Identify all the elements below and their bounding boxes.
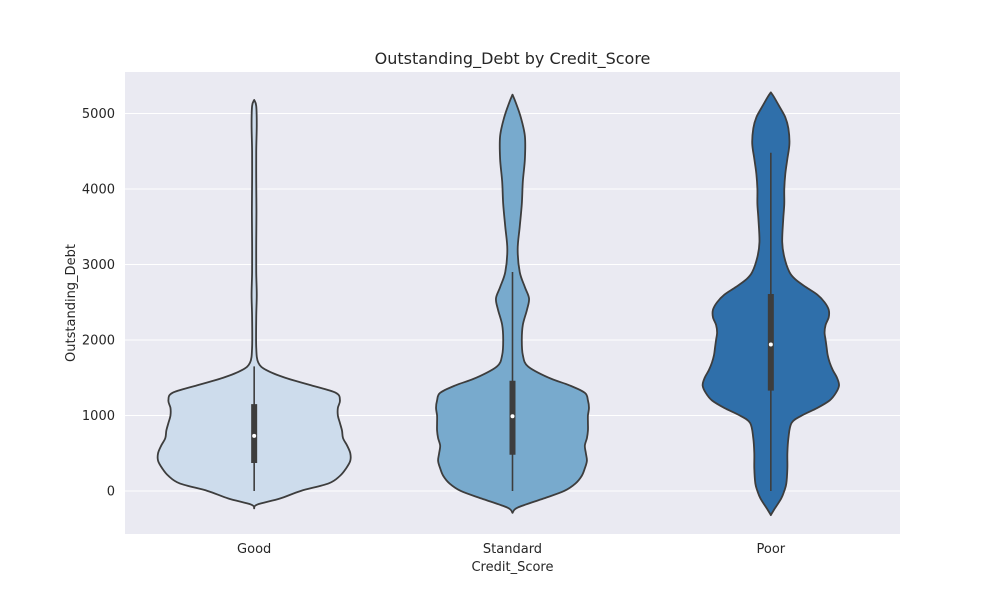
violin-good [156,99,352,510]
x-tick-label-standard: Standard [483,542,542,557]
x-tick-labels: Good Standard Poor [237,542,786,557]
median-point-poor [768,342,773,347]
violin-standard [435,93,590,514]
y-tick-label: 1000 [82,409,115,424]
chart-title: Outstanding_Debt by Credit_Score [375,49,651,69]
y-tick-label: 4000 [82,183,115,198]
y-tick-labels: 0 1000 2000 3000 4000 5000 [82,107,115,499]
y-tick-label: 5000 [82,107,115,122]
y-tick-label: 3000 [82,258,115,273]
x-tick-label-poor: Poor [757,542,786,557]
median-point-standard [510,414,515,419]
y-tick-label: 0 [107,484,115,499]
y-tick-label: 2000 [82,333,115,348]
violin-poor [701,91,840,517]
y-axis-label: Outstanding_Debt [64,244,79,362]
violin-body-good [156,99,352,510]
x-tick-label-good: Good [237,542,271,557]
violins [156,91,840,517]
x-axis-label: Credit_Score [471,560,553,575]
median-point-good [252,433,257,438]
